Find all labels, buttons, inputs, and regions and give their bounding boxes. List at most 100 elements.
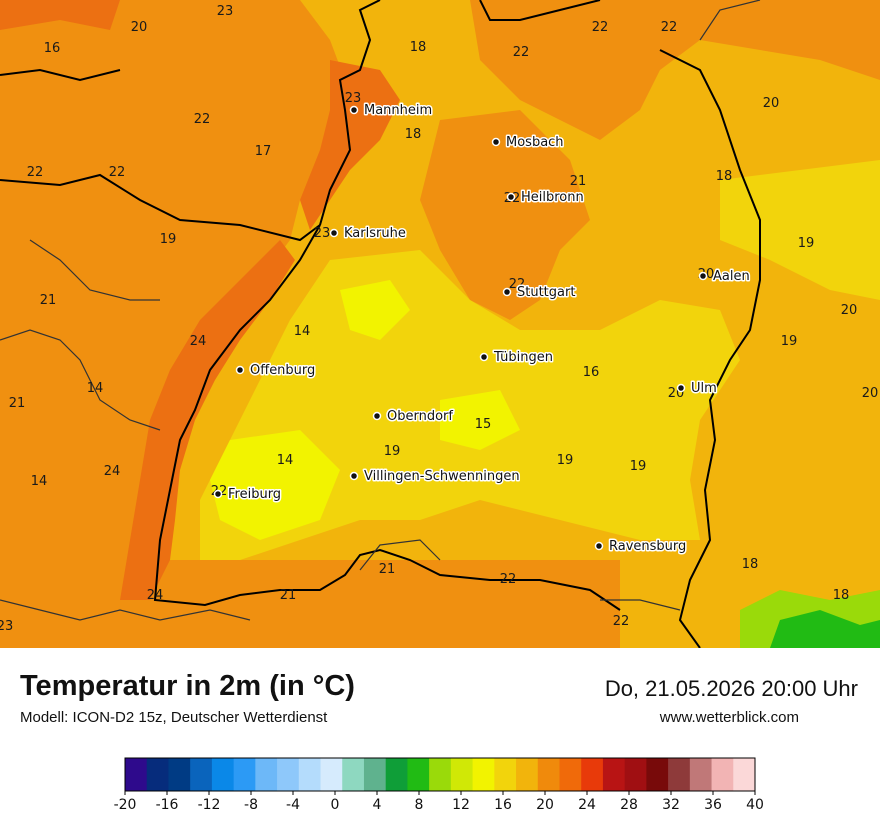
city-label: Stuttgart [517,285,575,300]
city-marker [491,137,501,147]
city-marker [594,541,604,551]
scale-swatch [537,758,560,791]
temperature-value: 21 [280,588,297,603]
scale-swatch [233,758,256,791]
city-label: Ravensburg [609,539,686,554]
temperature-value: 22 [194,112,211,127]
scale-tick-label: 24 [578,797,596,813]
state-borders [0,0,761,648]
temperature-value: 23 [314,226,331,241]
city-label: Mosbach [506,135,564,150]
temperature-value: 21 [570,174,587,189]
scale-swatch [689,758,713,791]
scale-swatch [646,758,669,791]
temperature-value: 18 [833,588,850,603]
temperature-value: 19 [160,232,177,247]
city-marker [676,383,686,393]
temperature-value: 21 [40,293,57,308]
temperature-value: 14 [31,474,48,489]
temperature-value: 24 [190,334,207,349]
scale-swatch [407,758,430,791]
scale-swatch [602,758,626,791]
city-marker [329,228,339,238]
scale-tick-label: -4 [286,797,300,813]
city-marker [372,411,382,421]
city-marker [235,365,245,375]
website-link[interactable]: www.wetterblick.com [659,709,799,726]
city-marker [506,192,516,202]
city-label: Heilbronn [521,190,584,205]
scale-tick-label: 32 [662,797,680,813]
scale-swatch [668,758,691,791]
temperature-labels: 20 23 16 18 22 22 22 23 20 22 18 17 22 22 18 21 22 19 23 19… [0,4,878,634]
city-label: Offenburg [250,363,315,378]
city-marker [479,352,489,362]
temperature-value: 22 [513,45,530,60]
city-label: Mannheim [364,103,432,118]
scale-tick-label: 40 [746,797,764,813]
scale-swatch [277,758,300,791]
temperature-value: 18 [742,557,759,572]
scale-swatch [472,758,495,791]
temperature-value: 22 [661,20,678,35]
temperature-value: 19 [781,334,798,349]
city-marker [349,105,359,115]
temperature-value: 14 [294,324,311,339]
temperature-value: 16 [44,41,61,56]
temperature-value: 21 [379,562,396,577]
city-label: Ulm [691,381,717,396]
city-marker [502,287,512,297]
temperature-value: 22 [109,165,126,180]
temperature-value: 15 [475,417,492,432]
green-zone-dark [770,610,880,648]
scale-tick-label: 36 [704,797,722,813]
country-borders [0,0,761,621]
scale-swatch [559,758,582,791]
temperature-value: 22 [613,614,630,629]
temperature-value: 16 [583,365,600,380]
scale-tick-label: 0 [331,797,340,813]
temperature-value: 22 [509,277,526,292]
temperature-value: 17 [255,144,272,159]
temperature-value: 23 [0,619,13,634]
city-label: Villingen-Schwenningen [364,469,520,484]
temperature-value: 19 [798,236,815,251]
temperature-value: 19 [384,444,401,459]
temperature-value: 22 [592,20,609,35]
temperature-value: 20 [862,386,879,401]
temperature-value: 23 [217,4,234,19]
scale-tick-label: -8 [244,797,258,813]
temperature-value: 24 [104,464,121,479]
model-info: Modell: ICON-D2 15z, Deutscher Wetterdie… [20,709,328,726]
scale-swatch [211,758,235,791]
temperature-value: 18 [716,169,733,184]
scale-swatch [711,758,734,791]
scale-tick-label: 20 [536,797,554,813]
temperature-value: 18 [405,127,422,142]
temperature-value: 14 [87,381,104,396]
scale-swatch [125,758,148,791]
temperature-value: 20 [841,303,858,318]
temperature-value: 22 [500,572,517,587]
city-marker [698,271,708,281]
temperature-map: 20 23 16 18 22 22 22 23 20 22 18 17 22 22 18 21 22 19 23 19… [0,0,880,648]
scale-frame [124,757,756,792]
city-markers: Mannheim Mosbach Heilbronn Karlsruhe Aalen St… [213,102,751,556]
temperature-value: 18 [410,40,427,55]
temperature-value: 20 [763,96,780,111]
city-label: Tübingen [493,350,553,365]
scale-swatch [363,758,387,791]
temperature-value: 22 [27,165,44,180]
color-scale-legend: -20 -16 -12 -8 -4 0 4 8 12 16 20 24 28 32 36 40 [0,755,880,825]
scale-swatch [255,758,278,791]
scale-swatch [733,758,756,791]
city-marker [349,471,359,481]
scale-swatch [320,758,343,791]
map-title: Temperatur in 2m (in °C) [20,670,355,702]
scale-tick-label: -12 [198,797,221,813]
city-label: Karlsruhe [344,226,406,241]
scale-tick-label: 8 [415,797,424,813]
temperature-value: 19 [630,459,647,474]
city-marker [213,489,223,499]
warm-zones [0,0,880,648]
